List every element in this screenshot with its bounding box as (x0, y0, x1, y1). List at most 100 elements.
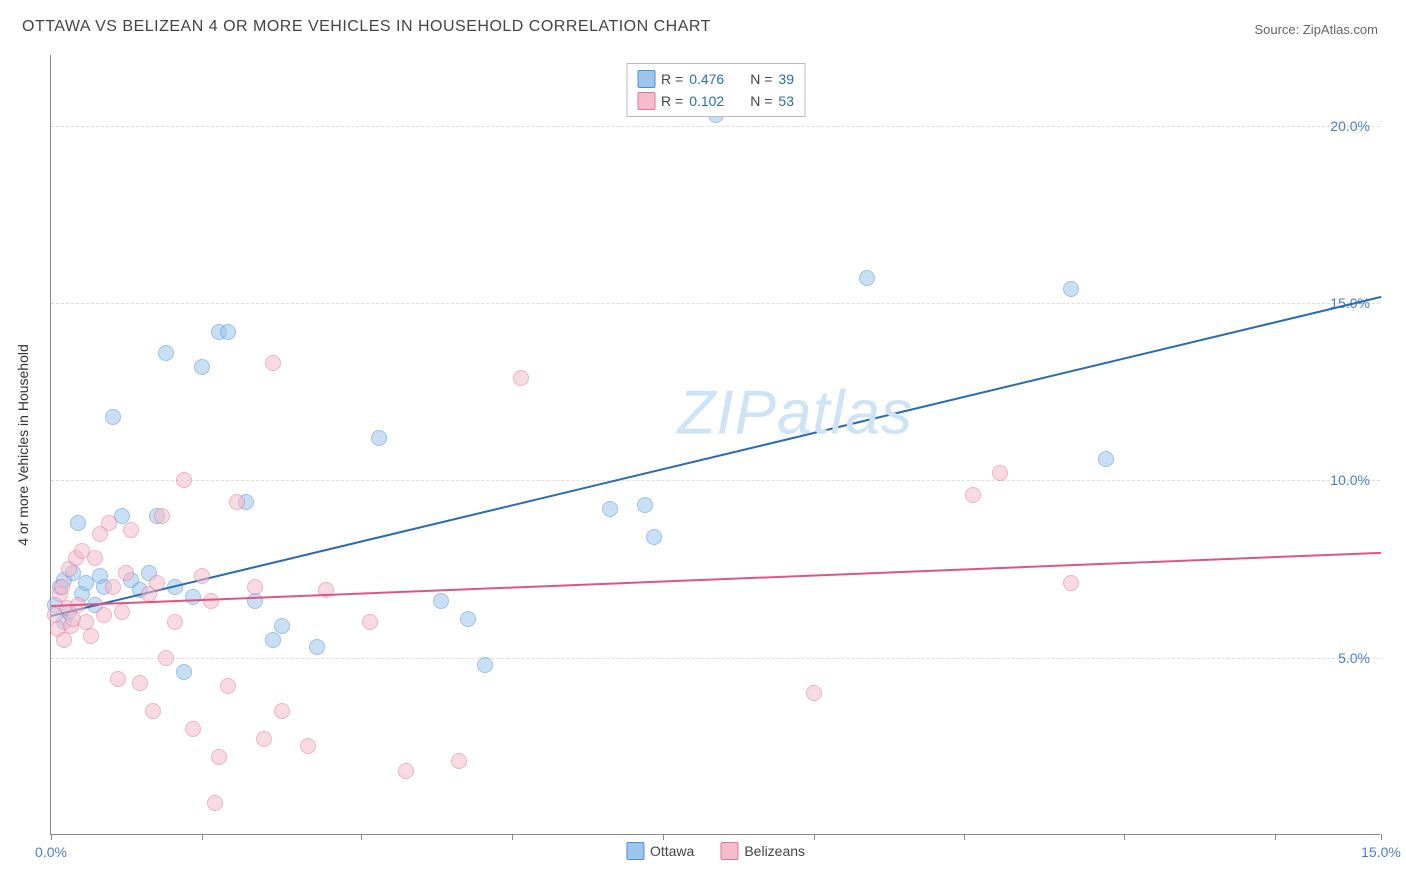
data-point (54, 579, 70, 595)
data-point (158, 650, 174, 666)
data-point (123, 522, 139, 538)
data-point (806, 685, 822, 701)
data-point (96, 607, 112, 623)
grid-line (51, 480, 1380, 481)
data-point (56, 632, 72, 648)
source-label: Source: (1254, 22, 1302, 37)
data-point (105, 409, 121, 425)
data-point (105, 579, 121, 595)
data-point (114, 604, 130, 620)
data-point (646, 529, 662, 545)
y-tick-label: 20.0% (1330, 118, 1370, 134)
data-point (149, 575, 165, 591)
data-point (309, 639, 325, 655)
data-point (398, 763, 414, 779)
data-point (477, 657, 493, 673)
data-point (110, 671, 126, 687)
legend-swatch-belizeans-bottom (720, 842, 738, 860)
data-point (433, 593, 449, 609)
data-point (992, 465, 1008, 481)
data-point (87, 550, 103, 566)
chart-title: OTTAWA VS BELIZEAN 4 OR MORE VEHICLES IN… (22, 18, 711, 36)
data-point (158, 345, 174, 361)
legend-item-belizeans: Belizeans (720, 842, 805, 860)
n-value-belizeans: 53 (778, 93, 794, 109)
y-tick-label: 10.0% (1330, 472, 1370, 488)
grid-line (51, 126, 1380, 127)
data-point (371, 430, 387, 446)
trend-line (51, 296, 1381, 617)
data-point (185, 721, 201, 737)
grid-line (51, 303, 1380, 304)
data-point (859, 270, 875, 286)
data-point (460, 611, 476, 627)
data-point (203, 593, 219, 609)
x-tick (51, 834, 52, 840)
data-point (274, 618, 290, 634)
legend-label-ottawa: Ottawa (650, 843, 694, 859)
x-tick (361, 834, 362, 840)
n-label: N = (750, 93, 772, 109)
legend-label-belizeans: Belizeans (744, 843, 805, 859)
y-axis-label: 4 or more Vehicles in Household (15, 344, 31, 546)
data-point (265, 632, 281, 648)
x-tick (512, 834, 513, 840)
data-point (513, 370, 529, 386)
data-point (247, 579, 263, 595)
data-point (220, 678, 236, 694)
source-attribution: Source: ZipAtlas.com (1254, 22, 1378, 37)
data-point (602, 501, 618, 517)
x-tick (814, 834, 815, 840)
correlation-legend: R = 0.476 N = 39 R = 0.102 N = 53 (626, 63, 805, 117)
legend-row-ottawa: R = 0.476 N = 39 (637, 68, 794, 90)
data-point (176, 472, 192, 488)
data-point (118, 565, 134, 581)
series-legend: Ottawa Belizeans (626, 842, 805, 860)
data-point (207, 795, 223, 811)
legend-swatch-ottawa-bottom (626, 842, 644, 860)
data-point (300, 738, 316, 754)
x-tick (1275, 834, 1276, 840)
x-tick-label: 15.0% (1361, 844, 1401, 860)
data-point (145, 703, 161, 719)
r-label: R = (661, 71, 683, 87)
data-point (451, 753, 467, 769)
n-label: N = (750, 71, 772, 87)
data-point (965, 487, 981, 503)
x-tick-label: 0.0% (35, 844, 67, 860)
data-point (194, 359, 210, 375)
data-point (220, 324, 236, 340)
r-value-ottawa: 0.476 (689, 71, 724, 87)
data-point (194, 568, 210, 584)
data-point (70, 515, 86, 531)
x-tick (202, 834, 203, 840)
data-point (176, 664, 192, 680)
x-tick (1124, 834, 1125, 840)
data-point (1063, 281, 1079, 297)
data-point (265, 355, 281, 371)
data-point (247, 593, 263, 609)
y-tick-label: 5.0% (1338, 650, 1370, 666)
legend-swatch-belizeans (637, 92, 655, 110)
data-point (83, 628, 99, 644)
chart-container: OTTAWA VS BELIZEAN 4 OR MORE VEHICLES IN… (0, 0, 1406, 892)
n-value-ottawa: 39 (778, 71, 794, 87)
data-point (1063, 575, 1079, 591)
legend-item-ottawa: Ottawa (626, 842, 694, 860)
data-point (256, 731, 272, 747)
source-name: ZipAtlas.com (1303, 22, 1378, 37)
data-point (211, 749, 227, 765)
data-point (154, 508, 170, 524)
x-tick (1381, 834, 1382, 840)
x-tick (663, 834, 664, 840)
data-point (167, 614, 183, 630)
data-point (274, 703, 290, 719)
data-point (101, 515, 117, 531)
data-point (185, 589, 201, 605)
data-point (1098, 451, 1114, 467)
grid-line (51, 658, 1380, 659)
r-label: R = (661, 93, 683, 109)
legend-row-belizeans: R = 0.102 N = 53 (637, 90, 794, 112)
data-point (132, 675, 148, 691)
data-point (229, 494, 245, 510)
